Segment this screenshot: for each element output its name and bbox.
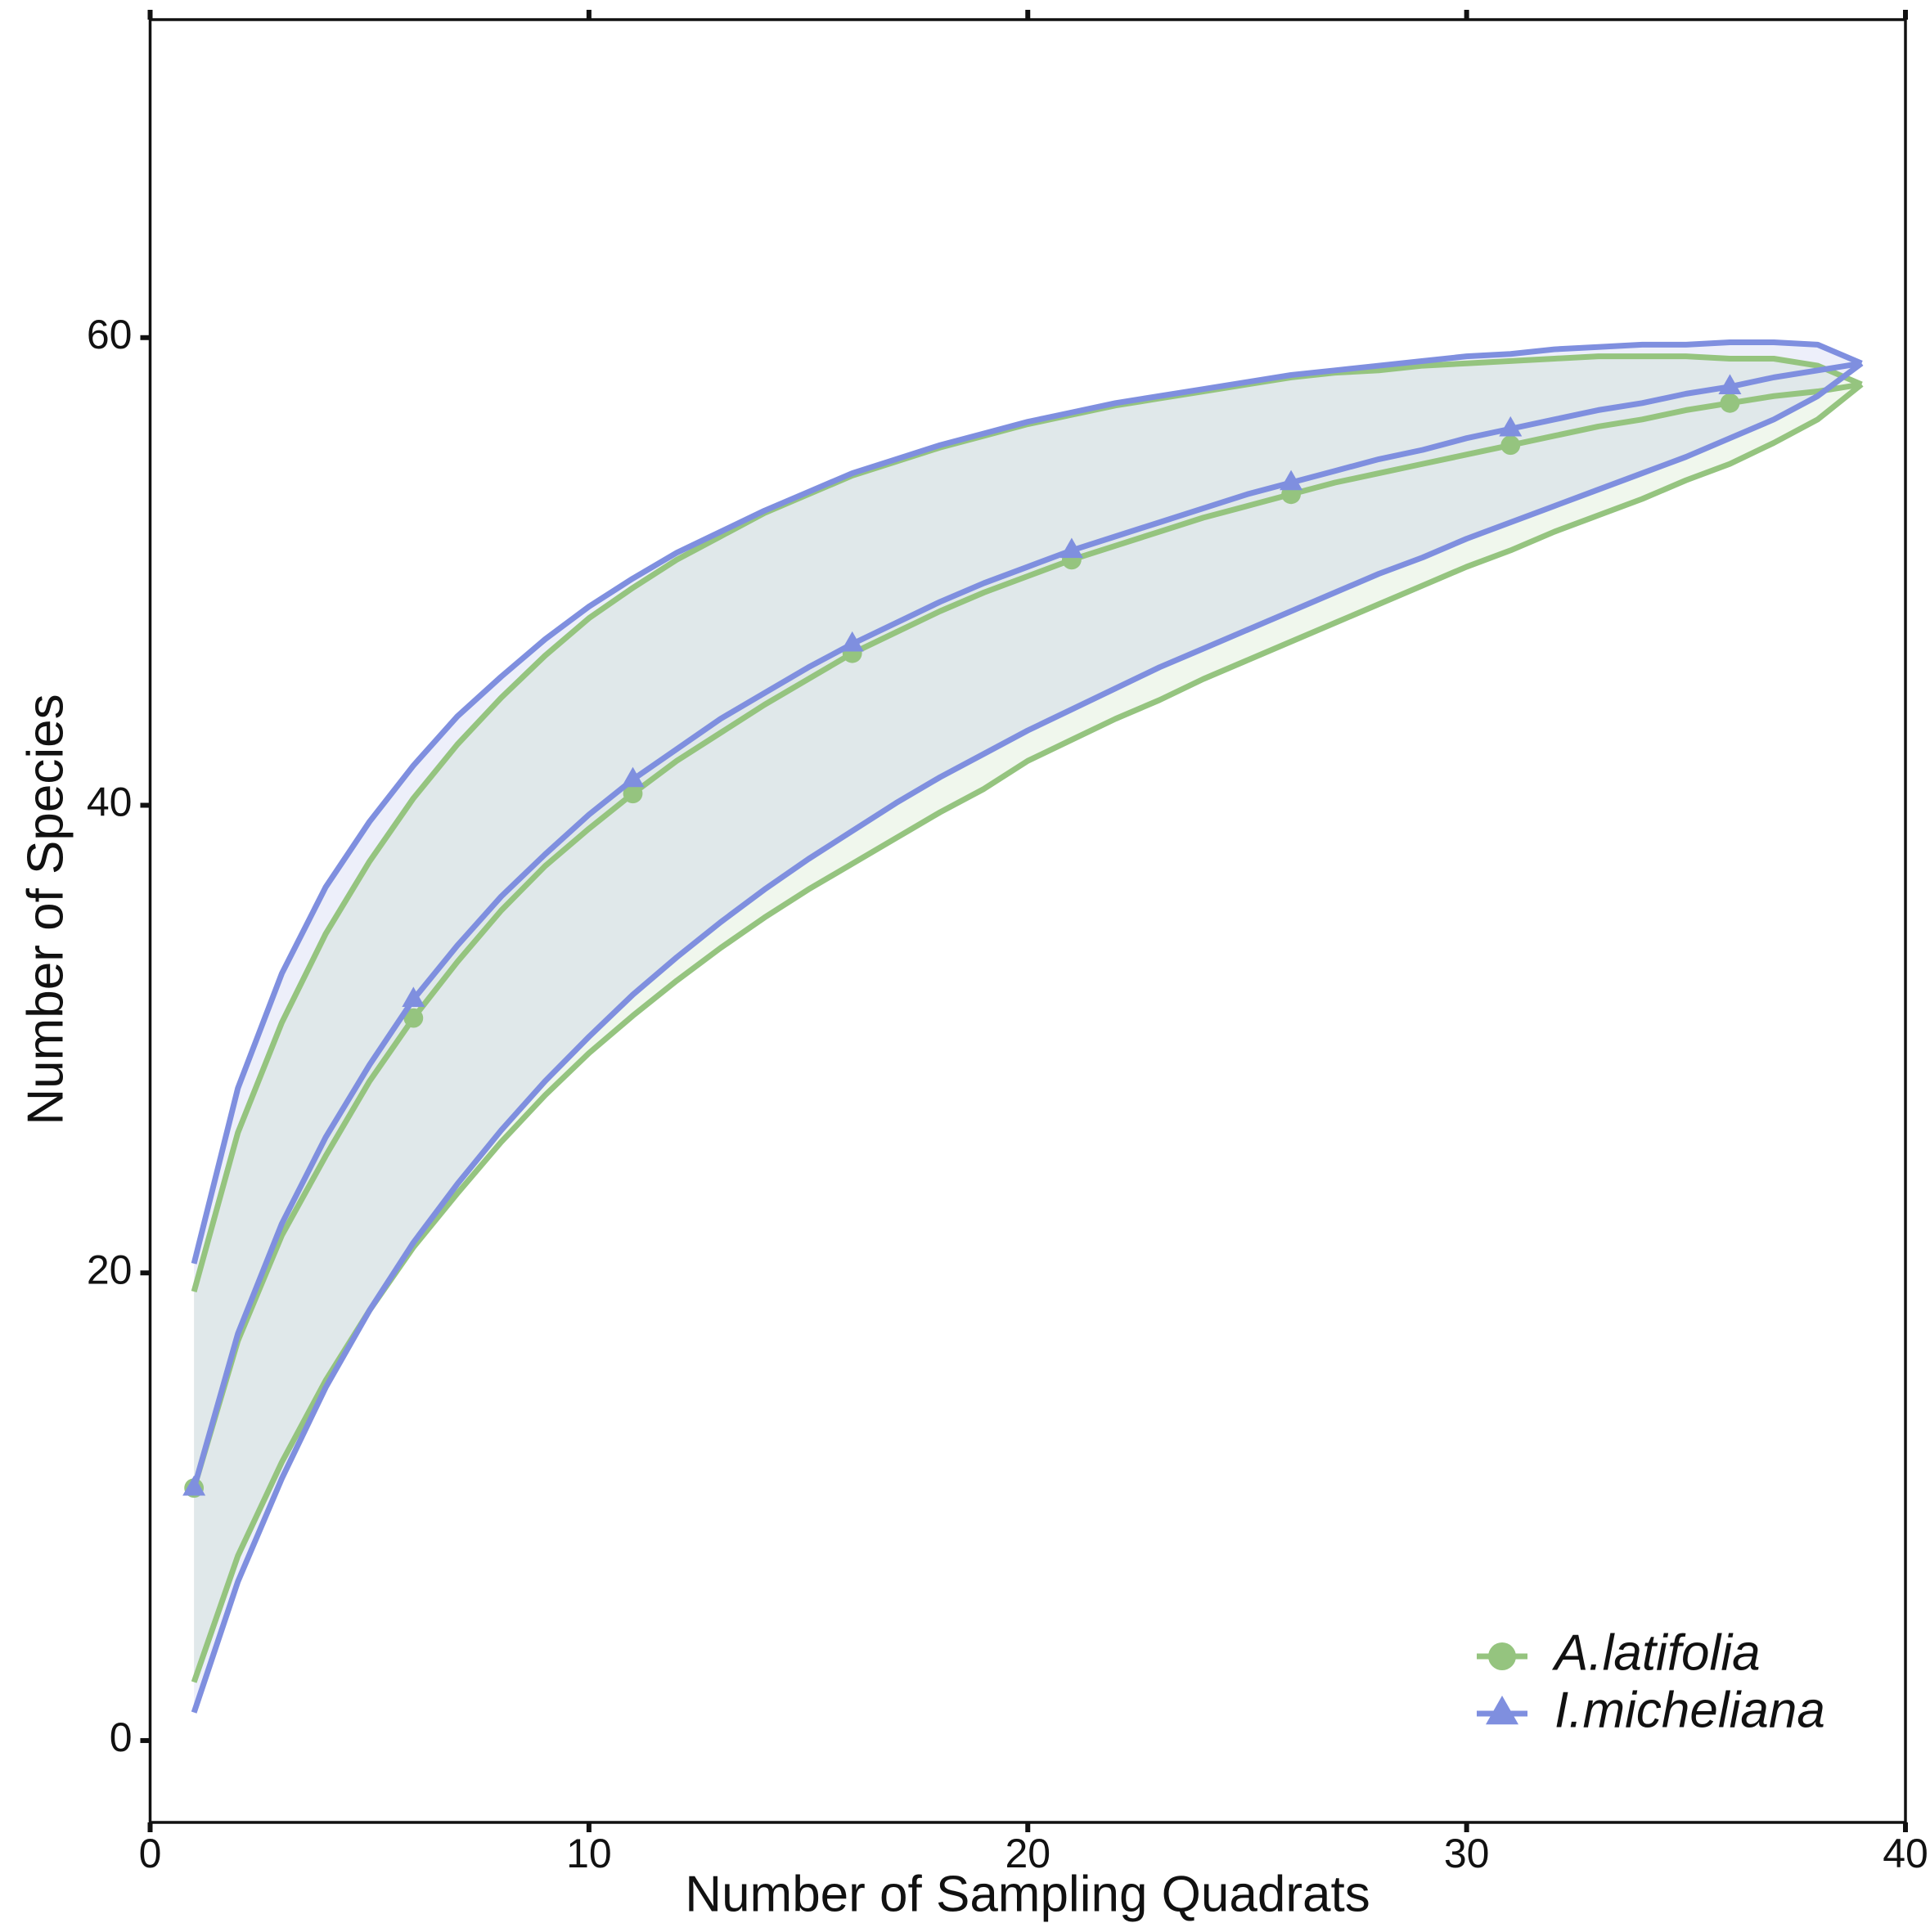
marker [1280,470,1303,491]
marker [1486,1696,1518,1725]
marker [840,631,864,652]
y-tick-label: 60 [87,312,133,357]
bound-line [191,339,1863,1265]
y-tick-label: 40 [87,780,133,825]
x-tick-label: 40 [1883,1831,1928,1876]
marker [182,1475,206,1496]
marker [1720,393,1740,413]
y-tick-label: 0 [110,1714,133,1760]
x-tick-label: 30 [1444,1831,1490,1876]
legend-label: A.latifolia [1551,1624,1761,1681]
mean-line [191,381,1862,1489]
bound-line [191,382,1864,1683]
marker [1488,1642,1516,1670]
x-tick-label: 10 [566,1831,612,1876]
marker [1718,374,1742,395]
marker [403,1008,424,1028]
marker [621,766,645,788]
bound-line [191,361,1864,1714]
x-tick-label: 0 [139,1831,162,1876]
confidence-band [194,342,1862,1713]
marker [1500,435,1521,456]
marker [402,986,425,1008]
marker [623,784,643,804]
legend-label: I.micheliana [1554,1682,1825,1738]
x-tick-label: 20 [1005,1831,1050,1876]
confidence-band [194,356,1862,1683]
mean-line [191,360,1862,1489]
marker [1059,537,1083,559]
y-tick-label: 20 [87,1247,133,1292]
marker [1499,416,1523,437]
x-axis-title: Number of Sampling Quadrats [685,1866,1370,1922]
y-axis-title: Number of Species [17,694,74,1125]
